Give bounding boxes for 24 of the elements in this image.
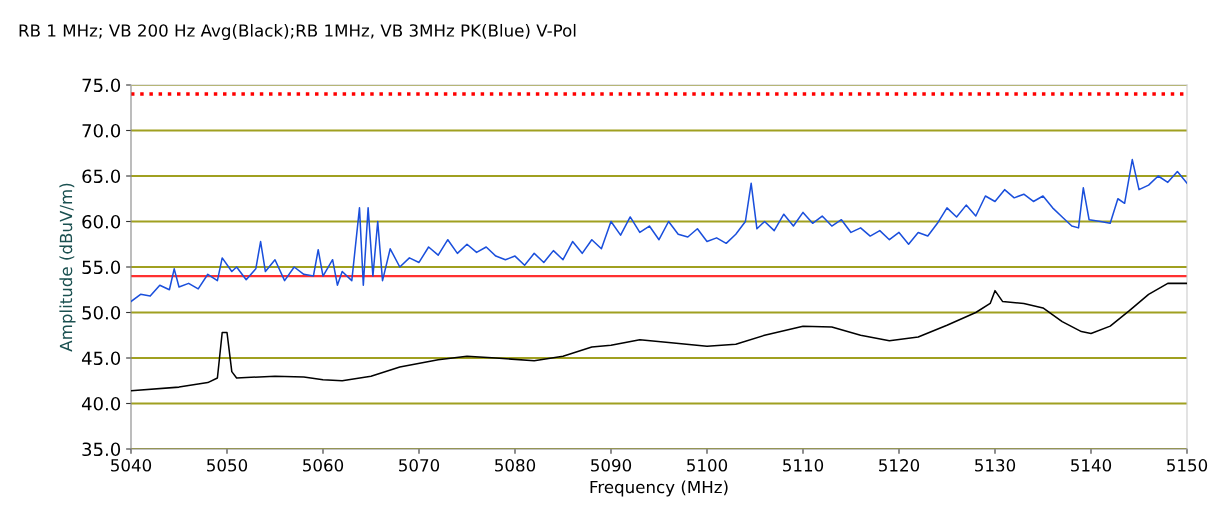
y-tick-label: 55.0 (82, 260, 121, 275)
y-axis-title: Amplitude (dBuV/m) (59, 183, 76, 352)
x-tick-label: 5130 (975, 459, 1016, 472)
x-tick-label: 5040 (111, 459, 152, 472)
x-tick-label: 5140 (1071, 459, 1112, 472)
y-tick-label: 75.0 (82, 78, 121, 93)
y-tick-label: 35.0 (82, 442, 121, 457)
y-tick-label: 50.0 (82, 305, 121, 320)
x-tick-label: 5120 (879, 459, 920, 472)
x-tick-label: 5090 (591, 459, 632, 472)
x-tick-label: 5100 (687, 459, 728, 472)
x-tick-label: 5080 (495, 459, 536, 472)
x-tick-label: 5150 (1167, 459, 1208, 472)
y-tick-label: 65.0 (82, 169, 121, 184)
y-tick-label: 45.0 (81, 351, 121, 366)
x-axis-title: Frequency (MHz) (590, 480, 728, 497)
x-tick-label: 5070 (399, 459, 440, 472)
x-tick-label: 5060 (303, 459, 344, 472)
x-tick-label: 5110 (783, 459, 824, 472)
y-tick-label: 40.0 (81, 396, 121, 411)
chart-title: RB 1 MHz; VB 200 Hz Avg(Black);RB 1MHz, VB 3MHz PK(Blue) V-Pol (19, 23, 576, 41)
y-tick-label: 70.0 (82, 123, 121, 138)
y-tick-label: 60.0 (82, 214, 121, 229)
x-tick-label: 5050 (207, 459, 248, 472)
